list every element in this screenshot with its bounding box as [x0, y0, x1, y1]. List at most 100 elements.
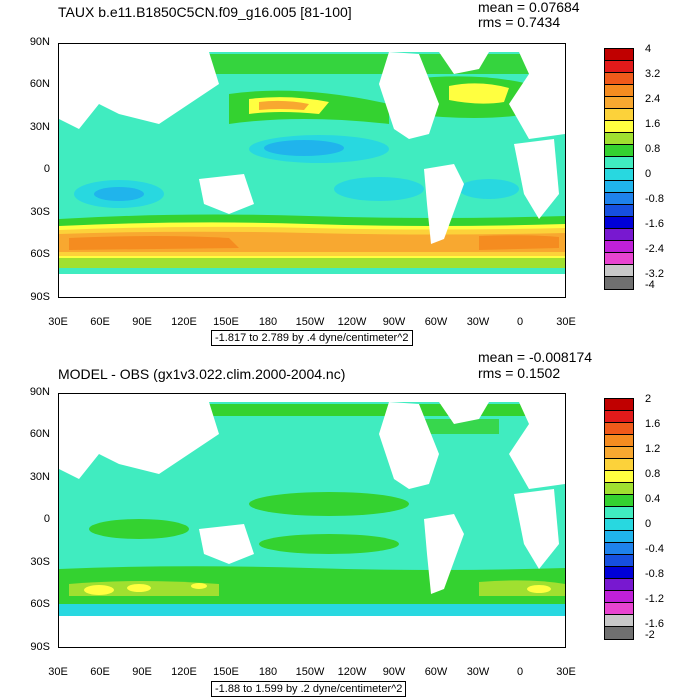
colorbar-swatch — [605, 399, 633, 411]
colorbar-swatch — [605, 531, 633, 543]
colorbar-label: 1.6 — [645, 418, 661, 430]
colorbar-label: 3.2 — [645, 68, 661, 80]
lat-label: 60N — [29, 428, 50, 440]
lon-label: 120E — [171, 316, 197, 328]
panel-taux: TAUX b.e11.B1850C5CN.f09_g16.005 [81-100… — [29, 0, 664, 346]
colorbar-label: 0.8 — [645, 468, 661, 480]
colorbar-swatch — [605, 133, 633, 145]
lat-label: 60S — [30, 598, 50, 610]
contour-range-label: -1.817 to 2.789 by .4 dyne/centimeter^2 — [211, 330, 413, 346]
colorbar-swatch — [605, 241, 633, 253]
lat-label: 90N — [29, 36, 50, 48]
colorbar-swatch — [605, 157, 633, 169]
colorbar-swatch — [605, 205, 633, 217]
lat-label: 90S — [30, 291, 50, 303]
colorbar-label: -0.8 — [645, 568, 664, 580]
colorbar-label: 1.6 — [645, 118, 661, 130]
lon-label: 120W — [337, 316, 367, 328]
colorbar-swatch — [605, 265, 633, 277]
lon-label: 30E — [556, 316, 576, 328]
colorbar-swatch — [605, 579, 633, 591]
colorbar-label: 2.4 — [645, 93, 661, 105]
panel-title: MODEL - OBS (gx1v3.022.clim.2000-2004.nc… — [58, 366, 346, 382]
colorbar-swatch — [605, 543, 633, 555]
colorbar-label: -3.2 — [645, 268, 664, 280]
colorbar-label: 1.2 — [645, 443, 661, 455]
colorbar-swatch — [605, 253, 633, 265]
map-figure — [59, 44, 565, 297]
lon-label: 120W — [337, 666, 367, 678]
colorbar-swatch — [605, 61, 633, 73]
lon-label: 150E — [213, 316, 239, 328]
colorbar-label: -1.2 — [645, 593, 664, 605]
colorbar-swatch — [605, 459, 633, 471]
lon-label: 90E — [132, 666, 152, 678]
colorbar-swatch — [605, 615, 633, 627]
lon-label: 60E — [90, 316, 110, 328]
mean-stat: mean = 0.07684 — [478, 0, 580, 15]
lon-label: 60W — [424, 666, 448, 678]
lon-label: 120E — [171, 666, 197, 678]
lat-label: 90S — [30, 641, 50, 653]
colorbar-swatch — [605, 603, 633, 615]
lat-label: 90N — [29, 386, 50, 398]
rms-stat: rms = 0.7434 — [478, 14, 561, 30]
colorbar-swatch — [605, 447, 633, 459]
colorbar-swatch — [605, 121, 633, 133]
colorbar-label: -4 — [645, 279, 655, 291]
lat-label: 30S — [30, 206, 50, 218]
lon-label: 150E — [213, 666, 239, 678]
colorbar-swatch — [605, 423, 633, 435]
colorbar-swatch — [605, 49, 633, 61]
rms-stat: rms = 0.1502 — [478, 365, 561, 381]
colorbar-swatch — [605, 193, 633, 205]
colorbar-label: -1.6 — [645, 618, 664, 630]
colorbar-swatch — [605, 97, 633, 109]
colorbar-swatch — [605, 229, 633, 241]
lon-label: 30W — [466, 666, 490, 678]
lon-label: 150W — [295, 316, 325, 328]
panel-model-minus-obs: MODEL - OBS (gx1v3.022.clim.2000-2004.nc… — [0, 350, 700, 700]
colorbar-swatch — [605, 567, 633, 579]
colorbar-label: 0 — [645, 168, 652, 180]
lon-label: 30E — [48, 666, 68, 678]
map-area — [58, 43, 566, 298]
lon-label: 180 — [258, 666, 278, 678]
colorbar-label: -0.8 — [645, 193, 664, 205]
colorbar-swatch — [605, 411, 633, 423]
colorbar — [604, 398, 634, 640]
colorbar-label: 0.4 — [645, 493, 661, 505]
lon-label: 30W — [466, 316, 490, 328]
colorbar-label: 2 — [645, 393, 652, 405]
colorbar-swatch — [605, 145, 633, 157]
colorbar-swatch — [605, 217, 633, 229]
lat-label: 60N — [29, 78, 50, 90]
colorbar-swatch — [605, 471, 633, 483]
colorbar-swatch — [605, 277, 633, 289]
colorbar-swatch — [605, 591, 633, 603]
colorbar-swatch — [605, 181, 633, 193]
lon-label: 90W — [382, 316, 406, 328]
colorbar-swatch — [605, 555, 633, 567]
colorbar-label: -2.4 — [645, 243, 664, 255]
lon-label: 0 — [516, 316, 524, 328]
colorbar-swatch — [605, 109, 633, 121]
lon-label: 0 — [516, 666, 524, 678]
contour-range-label: -1.88 to 1.599 by .2 dyne/centimeter^2 — [211, 681, 407, 697]
colorbar — [604, 48, 634, 290]
map-figure — [59, 394, 565, 647]
colorbar-swatch — [605, 507, 633, 519]
colorbar-swatch — [605, 73, 633, 85]
colorbar-label: 0.8 — [645, 143, 661, 155]
colorbar-label: -0.4 — [645, 543, 664, 555]
mean-stat: mean = -0.008174 — [478, 349, 593, 365]
map-area — [58, 393, 566, 648]
lat-label: 60S — [30, 248, 50, 260]
colorbar-label: -1.6 — [645, 218, 664, 230]
colorbar-swatch — [605, 495, 633, 507]
colorbar-swatch — [605, 519, 633, 531]
panel-title: TAUX b.e11.B1850C5CN.f09_g16.005 [81-100… — [58, 4, 352, 20]
lon-label: 90E — [132, 316, 152, 328]
lon-label: 30E — [556, 666, 576, 678]
colorbar-swatch — [605, 627, 633, 639]
